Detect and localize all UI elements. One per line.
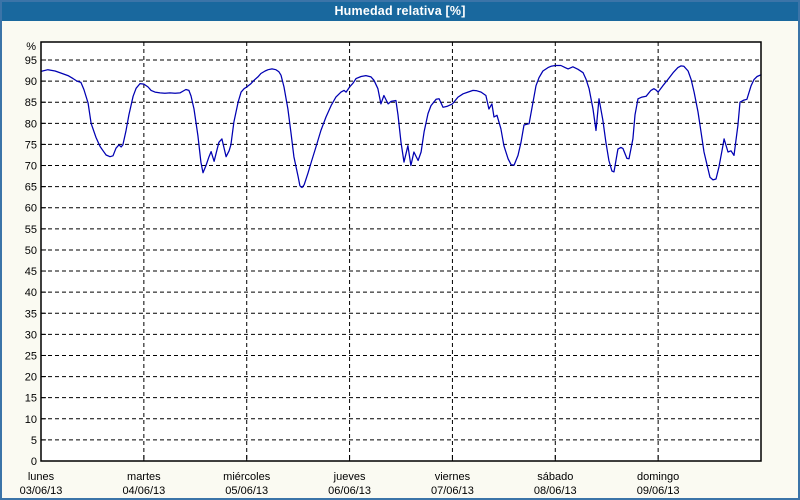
y-tick-label: 75 [25,139,37,151]
day-date-label: 03/06/13 [20,485,63,497]
day-name-label: jueves [333,471,366,483]
window-title: Humedad relativa [%] [334,4,466,18]
y-tick-label: 90 [25,76,37,88]
x-axis-labels: lunes 03/06/13 martes 04/06/13 miércoles 05/0… [20,471,680,497]
day-name-label: lunes [28,471,55,483]
y-tick-label: 40 [25,287,37,299]
day-date-label: 07/06/13 [431,485,474,497]
day-date-label: 04/06/13 [122,485,165,497]
y-tick-label: 5 [31,435,37,447]
y-tick-label: 15 [25,393,37,405]
y-tick-label: 35 [25,308,37,320]
day-name-label: martes [127,471,161,483]
y-tick-label: 30 [25,329,37,341]
day-date-label: 08/06/13 [534,485,577,497]
y-tick-label: 25 [25,350,37,362]
day-date-label: 05/06/13 [225,485,268,497]
y-tick-label: 55 [25,224,37,236]
y-tick-label: 50 [25,245,37,257]
y-tick-label: 85 [25,97,37,109]
day-name-label: domingo [637,471,679,483]
y-tick-label: 65 [25,182,37,194]
y-tick-label: 70 [25,161,37,173]
axis-ticks [41,59,659,461]
humidity-line [40,64,762,189]
day-date-label: 06/06/13 [328,485,371,497]
day-name-label: miércoles [223,471,271,483]
y-tick-label: 80 [25,118,37,130]
y-tick-label: 20 [25,372,37,384]
day-name-label: sábado [537,471,573,483]
y-unit-label: % [26,41,36,53]
title-bar: Humedad relativa [%] [2,2,798,21]
humidity-chart: 05101520253035404550556065707580859095% … [20,41,762,497]
plot-frame [40,41,762,462]
y-tick-label: 95 [25,55,37,67]
y-tick-label: 45 [25,266,37,278]
y-tick-label: 10 [25,414,37,426]
y-tick-label: 60 [25,203,37,215]
y-tick-label: 0 [31,456,37,468]
y-axis-labels: 0 5 10 15 20 25 30 35 40 45 50 55 60 65 70 75 80 85 90 95% [25,41,37,468]
day-date-label: 09/06/13 [637,485,680,497]
day-name-label: viernes [435,471,471,483]
plot-area [41,42,761,461]
